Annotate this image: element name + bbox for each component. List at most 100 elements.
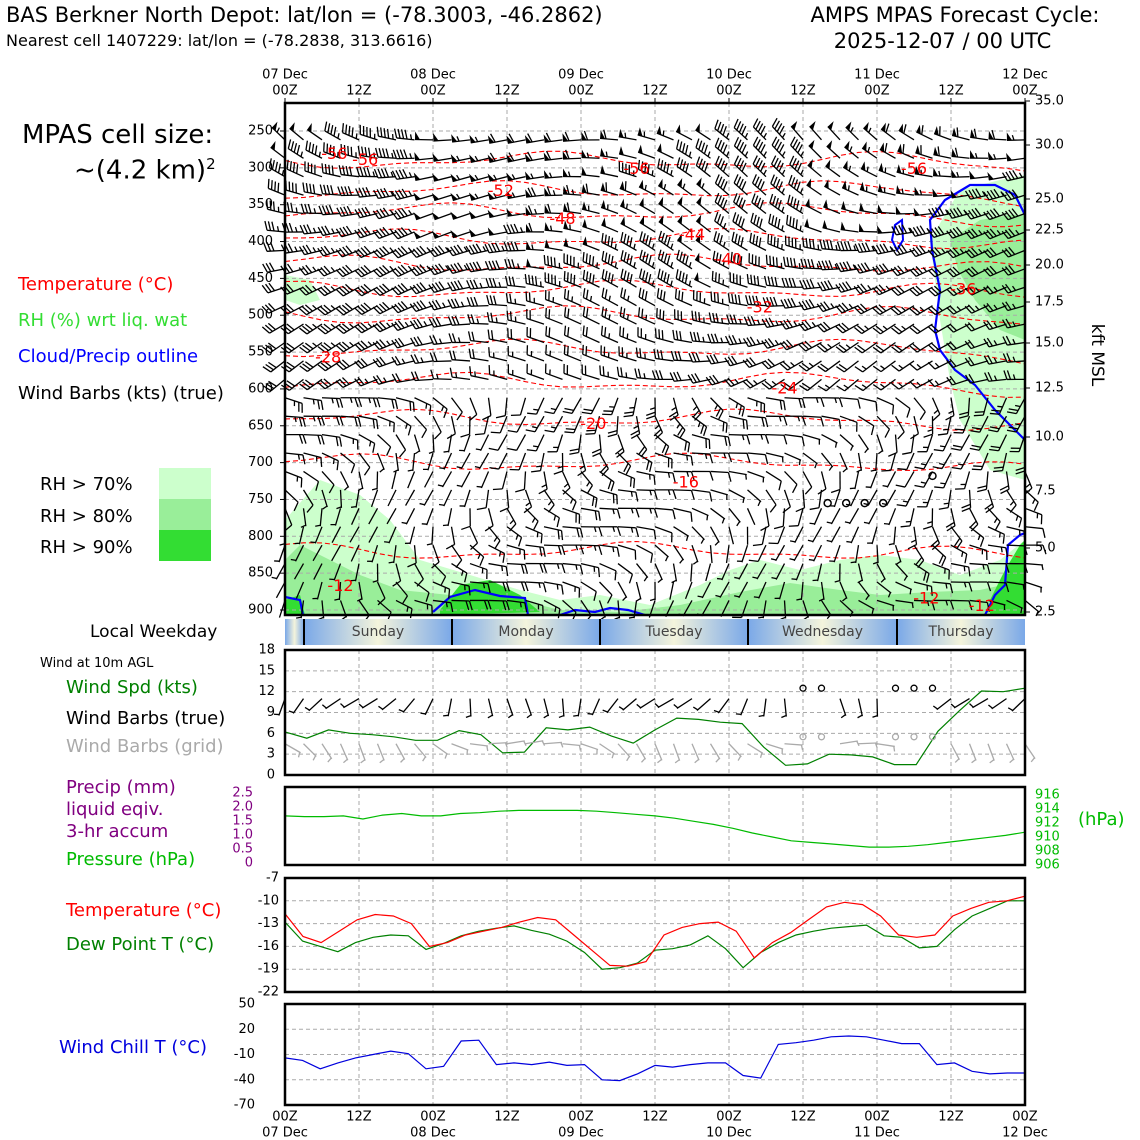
- xsec-wind-barb-barb: [419, 300, 427, 309]
- xsec-wind-barb-barb: [285, 222, 290, 233]
- xsec-wind-barb: [354, 264, 378, 278]
- xsec-wind-barb: [669, 371, 693, 382]
- xsec-wind-barb-barb: [503, 241, 509, 252]
- xsec-wind-barb-barb: [392, 149, 398, 159]
- xsec-wind-barb-barb: [343, 206, 349, 216]
- wind10-barb-true-halfbarb: [573, 714, 579, 717]
- xsec-wind-barb-barb: [752, 155, 758, 165]
- xsec-wind-barb-halfbarb: [296, 616, 302, 619]
- xsec-wind-barb-barb: [620, 268, 624, 279]
- xsec-wind-barb-shaft: [695, 147, 711, 159]
- xsec-wind-barb-shaft: [485, 489, 490, 508]
- xsec-wind-barb: [914, 186, 933, 196]
- xsec-wind-barb: [456, 471, 471, 488]
- xsec-wind-barb-barb: [547, 203, 552, 214]
- xsec-wind-barb-barb: [610, 237, 614, 248]
- xsec-wind-barb-barb: [616, 366, 620, 377]
- xsec-wind-barb-barb: [360, 358, 368, 366]
- xsec-wind-barb-shaft: [676, 258, 693, 270]
- xsec-wind-barb-barb: [676, 157, 681, 167]
- xsec-wind-barb-barb: [372, 359, 380, 368]
- xsec-wind-barb-barb: [363, 283, 372, 292]
- xsec-wind-barb-shaft: [859, 188, 878, 196]
- xsec-wind-barb: [488, 544, 506, 563]
- xsec-wind-barb-barb: [585, 271, 589, 281]
- xsec-wind-barb-halfbarb: [811, 321, 816, 327]
- xsec-wind-barb-shaft: [556, 434, 564, 452]
- xsec-wind-barb: [891, 341, 915, 354]
- xsec-wind-barb-shaft: [869, 471, 878, 489]
- xsec-wind-barb-barb: [681, 143, 686, 153]
- xsec-wind-barb-halfbarb: [271, 576, 277, 580]
- xsec-wind-barb-barb: [428, 284, 435, 293]
- xsec-wind-barb-halfbarb: [700, 538, 705, 544]
- xsec-wind-barb-barb: [861, 242, 867, 252]
- xsec-wind-barb-barb: [809, 279, 815, 289]
- xsec-wind-barb-barb: [710, 333, 716, 343]
- xsec-wind-barb-barb: [267, 178, 270, 189]
- xsec-wind-barb-shaft: [619, 205, 637, 215]
- xsec-wind-barb-halfbarb: [571, 189, 575, 195]
- xsec-wind-barb-halfbarb: [763, 169, 767, 175]
- xsec-wind-barb-shaft: [673, 507, 692, 513]
- xsec-wind-barb: [414, 131, 434, 141]
- xsec-wind-barb-barb: [620, 250, 624, 260]
- xsec-wind-barb-shaft: [654, 507, 673, 511]
- isotherm-label-12: -20: [580, 414, 606, 433]
- xsec-wind-barb-halfbarb: [686, 471, 690, 477]
- xsec-wind-barb-barb: [624, 181, 627, 191]
- xsec-wind-barb: [336, 489, 343, 510]
- xsec-wind-barb: [300, 203, 323, 215]
- xsec-wind-barb: [449, 350, 471, 362]
- xsec-wind-barb-barb: [644, 290, 648, 301]
- xsec-wind-barb-barb: [620, 287, 624, 298]
- xsec-wind-barb-barb: [756, 197, 762, 207]
- xsec-wind-barb-barb: [663, 234, 668, 245]
- xsec-wind-barb: [507, 434, 527, 451]
- xsec-wind-barb-barb: [679, 331, 682, 341]
- xsec-wind-barb-flag: [413, 192, 421, 201]
- xsec-wind-barb-halfbarb: [827, 343, 832, 349]
- xsec-wind-barb: [376, 581, 386, 606]
- xsec-wind-barb-halfbarb: [531, 517, 536, 523]
- xsec-wind-barb-barb: [764, 434, 770, 444]
- xsec-wind-barb-shaft: [833, 544, 841, 563]
- xsec-wind-barb: [395, 397, 415, 412]
- xsec-wind-barb-barb: [391, 339, 398, 349]
- xsec-wind-barb-halfbarb: [738, 338, 742, 344]
- xsec-wind-barb-barb: [789, 216, 792, 226]
- xsec-wind-barb-barb: [630, 433, 640, 439]
- xsec-wind-barb-flag: [658, 196, 664, 207]
- xsec-wind-barb: [728, 526, 735, 545]
- xsec-wind-barb-barb: [376, 189, 383, 199]
- xsec-wind-barb-barb: [409, 608, 413, 619]
- wind10-barb-grid-shaft: [580, 743, 599, 751]
- xsec-wind-barb: [696, 177, 711, 196]
- xsec-wind-barb: [350, 563, 360, 582]
- xsec-wind-barb-flag: [487, 135, 495, 144]
- xsec-wind-barb-barb: [804, 486, 813, 495]
- xsec-wind-barb: [637, 327, 656, 344]
- xsec-wind-barb-barb: [767, 276, 771, 286]
- xsec-wind-barb-halfbarb: [501, 245, 505, 252]
- xsec-wind-barb: [506, 172, 526, 182]
- xsec-wind-barb: [487, 152, 508, 164]
- xsec-wind-barb: [422, 452, 434, 471]
- xsec-wind-barb: [506, 133, 526, 144]
- xsec-wind-barb-flag: [450, 192, 458, 201]
- xsec-wind-barb: [1024, 562, 1044, 571]
- xsec-wind-barb: [951, 452, 971, 470]
- xsec-wind-barb-barb: [509, 293, 512, 304]
- xsec-wind-barb-shaft: [355, 489, 360, 508]
- xsec-wind-barb-barb: [641, 308, 644, 319]
- xsec-wind-barb: [861, 141, 878, 159]
- xsec-wind-barb-barb: [317, 346, 326, 353]
- xsec-wind-barb-barb: [487, 243, 494, 253]
- xsec-wind-barb: [401, 508, 416, 525]
- xsec-wind-barb: [694, 272, 711, 288]
- xsec-wind-barb-barb: [777, 218, 781, 229]
- xsec-wind-barb-shaft: [824, 341, 841, 353]
- xsec-wind-barb: [840, 221, 859, 233]
- xsec-wind-barb-shaft: [784, 452, 802, 461]
- xsec-wind-barb-shaft: [1006, 507, 1022, 519]
